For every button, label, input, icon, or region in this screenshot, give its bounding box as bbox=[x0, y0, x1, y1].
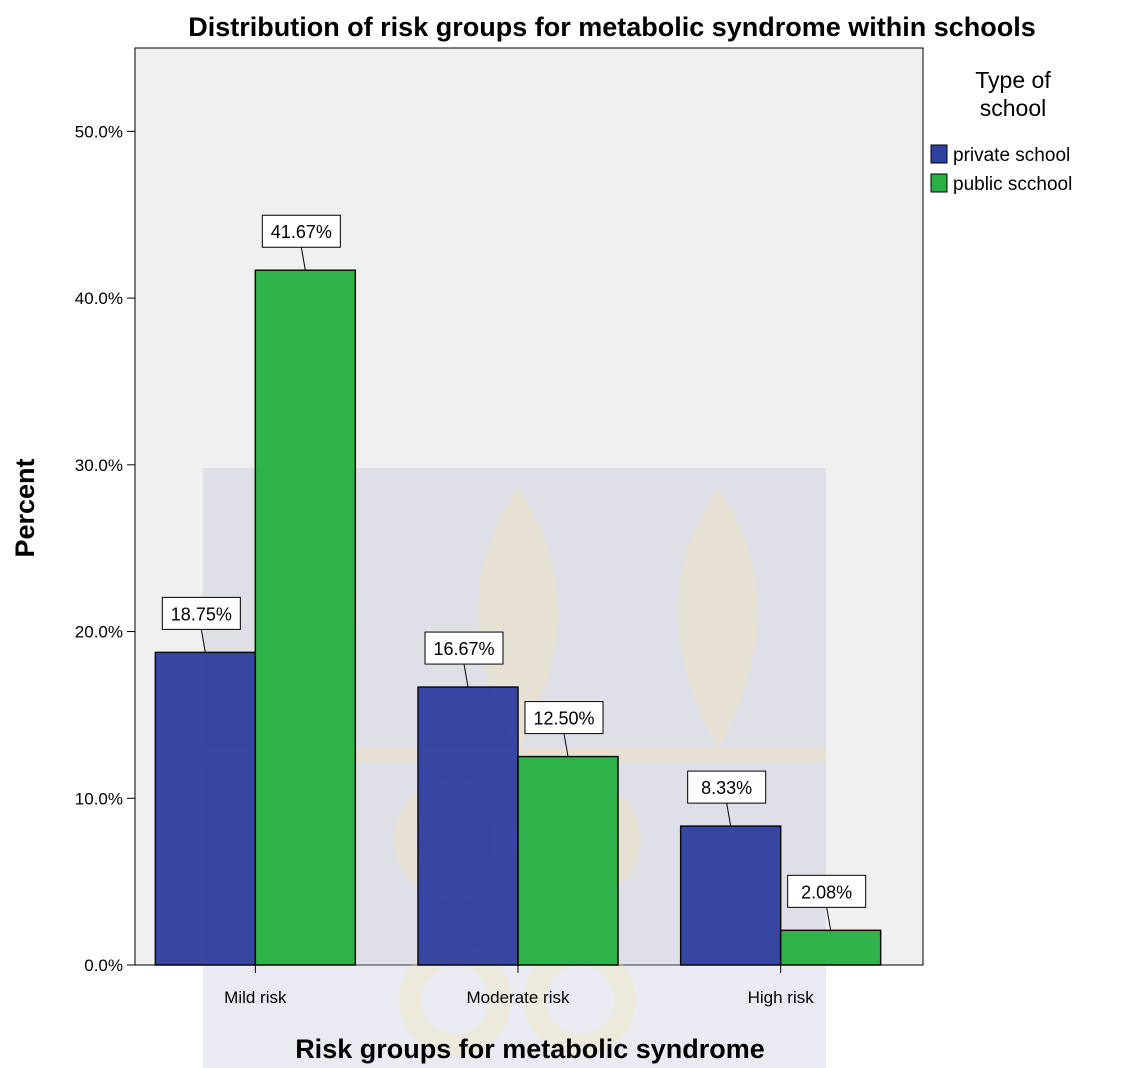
data-label: 18.75% bbox=[171, 604, 232, 624]
y-tick-label: 40.0% bbox=[75, 289, 123, 308]
legend-title-line-1: Type of bbox=[975, 67, 1051, 93]
y-axis: 0.0% 10.0% 20.0% 30.0% 40.0% 50.0% bbox=[75, 122, 135, 975]
x-tick-label: High risk bbox=[748, 988, 815, 1007]
data-label-box bbox=[261, 214, 341, 248]
y-tick-label: 20.0% bbox=[75, 623, 123, 642]
y-tick-label: 0.0% bbox=[84, 956, 123, 975]
data-label-leader bbox=[826, 907, 832, 931]
data-label-box bbox=[424, 631, 504, 665]
legend-label-private-school: private school bbox=[953, 145, 1070, 166]
data-label: 2.08% bbox=[801, 882, 852, 902]
legend-swatch-public-school bbox=[930, 173, 948, 193]
x-axis: Mild risk Moderate risk High risk bbox=[224, 965, 814, 1007]
data-label-box bbox=[524, 701, 604, 735]
y-axis-title: Percent bbox=[10, 458, 40, 557]
data-labels: 18.75% 41.67% 16.67% 12.50% 8.33% 2.08% bbox=[161, 214, 867, 931]
chart-title: Distribution of risk groups for metaboli… bbox=[188, 12, 1036, 42]
data-label: 12.50% bbox=[533, 709, 594, 729]
bar-private-school-moderate-risk bbox=[417, 686, 519, 966]
data-label: 8.33% bbox=[701, 778, 752, 798]
bar-public-scchool-mild-risk bbox=[254, 269, 357, 966]
data-label-leader bbox=[300, 247, 306, 271]
data-label-leader bbox=[200, 629, 206, 653]
bars bbox=[154, 269, 882, 966]
bar-private-school-high-risk bbox=[679, 825, 782, 966]
y-tick-label: 10.0% bbox=[75, 789, 123, 808]
x-tick-label: Moderate risk bbox=[467, 988, 570, 1007]
legend-label-public-school: public scchool bbox=[953, 174, 1072, 195]
legend: Type of school private school public scc… bbox=[930, 67, 1072, 195]
data-label-box bbox=[687, 770, 767, 804]
x-tick-label: Mild risk bbox=[224, 988, 287, 1007]
data-label-leader bbox=[463, 663, 469, 688]
x-axis-title: Risk groups for metabolic syndrome bbox=[295, 1034, 765, 1064]
data-label: 16.67% bbox=[433, 639, 494, 659]
y-tick-label: 30.0% bbox=[75, 456, 123, 475]
data-label-box bbox=[787, 874, 867, 908]
y-tick-label: 50.0% bbox=[75, 122, 123, 141]
data-label: 41.67% bbox=[271, 222, 332, 242]
data-label-leader bbox=[726, 803, 732, 827]
legend-swatch-private-school bbox=[930, 144, 948, 164]
bar-private-school-mild-risk bbox=[154, 651, 257, 966]
legend-title-line-2: school bbox=[980, 95, 1046, 121]
data-label-leader bbox=[563, 733, 569, 757]
bar-public-scchool-high-risk bbox=[779, 929, 882, 966]
data-label-box bbox=[161, 596, 241, 630]
bar-public-scchool-moderate-risk bbox=[517, 755, 619, 966]
